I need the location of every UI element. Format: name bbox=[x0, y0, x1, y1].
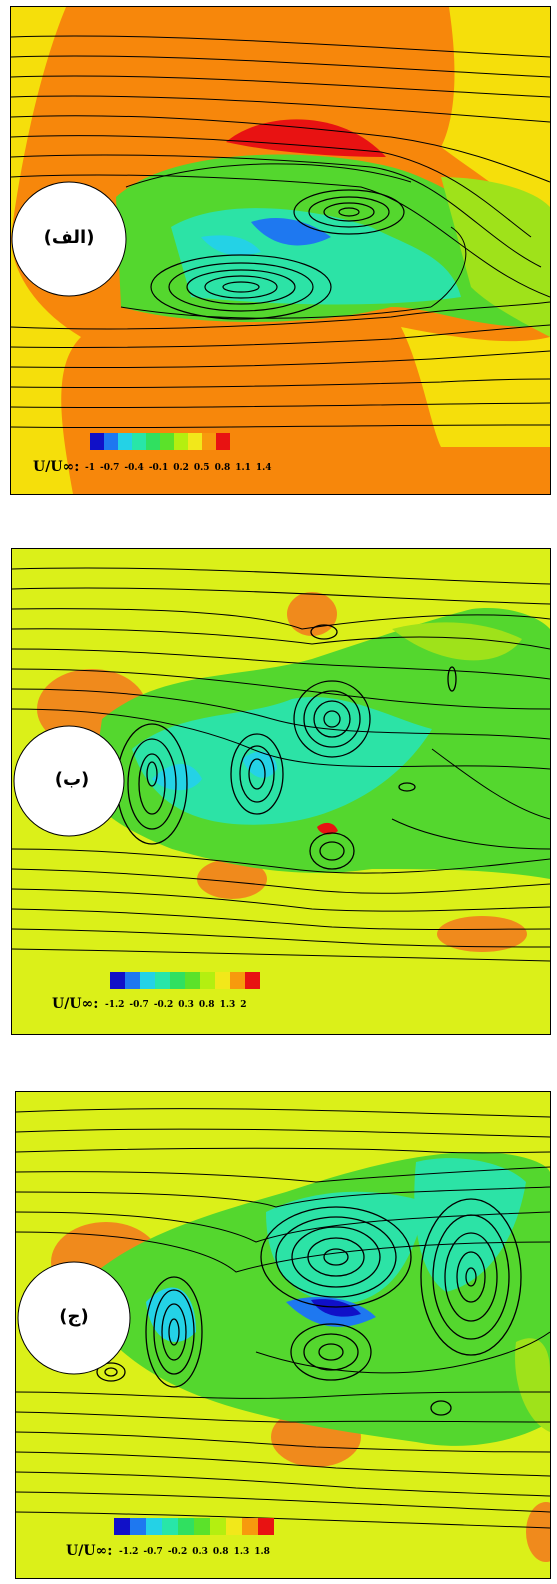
legend-tick: 0.8 bbox=[198, 1000, 215, 1010]
legend-tick: -1.2 bbox=[105, 1000, 125, 1010]
legend-swatch bbox=[178, 1518, 194, 1535]
legend-tick: -1 bbox=[85, 463, 95, 473]
legend-tick: -0.1 bbox=[148, 463, 169, 473]
legend-swatch bbox=[130, 1518, 146, 1535]
legend-tick: -1.2 bbox=[119, 1547, 139, 1557]
legend-swatch bbox=[132, 433, 146, 450]
legend-swatch bbox=[155, 972, 170, 989]
legend-swatch bbox=[185, 972, 200, 989]
legend-ticks-a: -1 -0.7 -0.4 -0.1 0.2 0.5 0.8 1.1 1.4 bbox=[85, 463, 277, 473]
legend-swatch bbox=[140, 972, 155, 989]
legend-swatch bbox=[202, 433, 216, 450]
legend-tick: 1.4 bbox=[255, 463, 272, 473]
legend-swatch bbox=[245, 972, 260, 989]
legend-swatch bbox=[200, 972, 215, 989]
legend-swatch bbox=[125, 972, 140, 989]
legend-tick: -0.7 bbox=[129, 1000, 149, 1010]
legend-swatch bbox=[174, 433, 188, 450]
legend-swatch bbox=[216, 433, 230, 450]
legend-swatch bbox=[188, 433, 202, 450]
legend-ticks-b: -1.2 -0.7 -0.2 0.3 0.8 1.3 2 bbox=[105, 1000, 252, 1010]
legend-swatch bbox=[146, 433, 160, 450]
legend-swatch bbox=[230, 972, 245, 989]
legend-tick: -0.4 bbox=[124, 463, 144, 473]
legend-swatch bbox=[226, 1518, 242, 1535]
flow-panel-a: (الف) U/U∞: -1 -0.7 -0.4 -0.1 0.2 0.5 0.… bbox=[10, 6, 551, 495]
velocity-contour-b bbox=[12, 549, 550, 1034]
legend-swatch bbox=[258, 1518, 274, 1535]
cylinder-label-b: (ب) bbox=[54, 769, 90, 790]
legend-tick: 1.8 bbox=[254, 1547, 270, 1557]
cylinder-label-c: (ج) bbox=[59, 1306, 89, 1327]
velocity-contour-c bbox=[16, 1092, 550, 1578]
legend-swatch bbox=[215, 972, 230, 989]
legend-tick: 0.8 bbox=[212, 1547, 229, 1557]
legend-swatch bbox=[210, 1518, 226, 1535]
legend-tick: -0.2 bbox=[153, 1000, 174, 1010]
legend-swatches-c bbox=[114, 1518, 274, 1535]
legend-swatch bbox=[194, 1518, 210, 1535]
legend-swatch bbox=[118, 433, 132, 450]
legend-variable-a: U/U∞: bbox=[33, 459, 80, 475]
flow-panel-c: (ج) U/U∞: -1.2 -0.7 -0.2 0.3 0.8 1.3 1.8 bbox=[15, 1091, 551, 1579]
legend-swatch bbox=[114, 1518, 130, 1535]
legend-variable-c: U/U∞: bbox=[66, 1543, 113, 1559]
legend-swatch bbox=[160, 433, 174, 450]
legend-tick: 0.3 bbox=[192, 1547, 208, 1557]
legend-swatch bbox=[90, 433, 104, 450]
legend-tick: 1.1 bbox=[235, 463, 251, 473]
cylinder-label-a: (الف) bbox=[43, 227, 95, 248]
velocity-contour-a bbox=[11, 7, 550, 494]
legend-tick: -0.2 bbox=[167, 1547, 188, 1557]
legend-tick: 1.3 bbox=[219, 1000, 236, 1010]
legend-swatches-b bbox=[110, 972, 260, 989]
legend-variable-b: U/U∞: bbox=[52, 996, 99, 1012]
legend-ticks-c: -1.2 -0.7 -0.2 0.3 0.8 1.3 1.8 bbox=[119, 1547, 275, 1557]
legend-tick: -0.7 bbox=[100, 463, 120, 473]
legend-tick: -0.7 bbox=[143, 1547, 163, 1557]
legend-tick: 1.3 bbox=[233, 1547, 250, 1557]
legend-swatch bbox=[104, 433, 118, 450]
legend-swatch bbox=[110, 972, 125, 989]
legend-tick: 0.8 bbox=[214, 463, 231, 473]
legend-swatches-a bbox=[90, 433, 230, 450]
legend-tick: 2 bbox=[240, 1000, 247, 1010]
legend-swatch bbox=[162, 1518, 178, 1535]
legend-swatch bbox=[170, 972, 185, 989]
flow-panel-b: (ب) U/U∞: -1.2 -0.7 -0.2 0.3 0.8 1.3 2 bbox=[11, 548, 551, 1035]
legend-tick: 0.2 bbox=[173, 463, 189, 473]
legend-tick: 0.3 bbox=[178, 1000, 194, 1010]
legend-swatch bbox=[146, 1518, 162, 1535]
legend-tick: 0.5 bbox=[193, 463, 210, 473]
legend-swatch bbox=[242, 1518, 258, 1535]
